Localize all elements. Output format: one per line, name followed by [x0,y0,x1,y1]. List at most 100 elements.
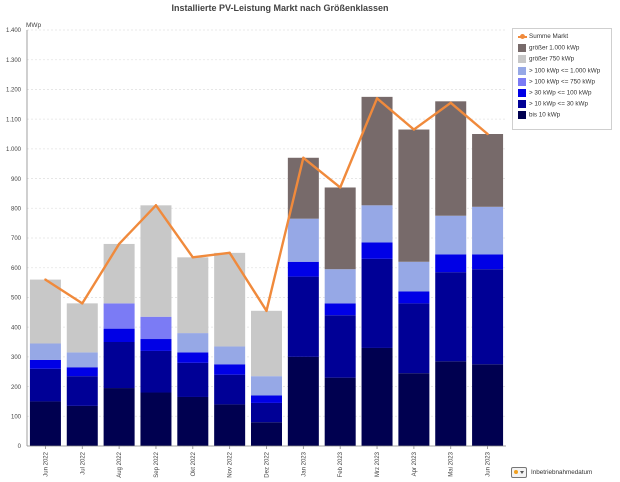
bar-segment[interactable] [140,392,172,446]
summe-markt-point[interactable] [338,186,342,189]
summe-markt-point[interactable] [191,256,195,259]
x-axis-selector-label: Inbetriebnahmedatum [531,469,593,476]
x-axis-selector[interactable]: Inbetriebnahmedatum [511,467,592,479]
bar-segment[interactable] [361,96,393,206]
bar-segment[interactable] [251,402,282,423]
bar-segment[interactable] [361,205,393,243]
bar-segment[interactable] [66,352,98,368]
x-tick-label: Jun 2023 [486,451,492,476]
bar-segment[interactable] [324,377,356,446]
summe-markt-point[interactable] [486,132,489,136]
summe-markt-point[interactable] [154,204,158,207]
legend-label: Summe Markt [529,33,569,40]
bar-segment[interactable] [398,373,430,446]
bar-segment[interactable] [398,303,430,374]
summe-markt-point[interactable] [81,302,84,305]
summe-markt-point[interactable] [449,101,452,105]
bar-segment[interactable] [324,303,356,316]
bar-segment[interactable] [214,374,246,405]
bar-segment[interactable] [398,291,430,304]
bar-segment[interactable] [66,376,98,406]
bar-segment[interactable] [66,405,98,446]
bar-segment[interactable] [29,359,61,369]
bar-segment[interactable] [287,356,319,446]
bar-segment[interactable] [435,101,467,216]
legend-label: > 100 kWp <= 1.000 kWp [529,67,601,75]
bar-segment[interactable] [287,218,319,262]
bar-segment[interactable] [66,367,98,377]
bar-segment[interactable] [29,279,61,344]
bar-segment[interactable] [103,243,135,304]
bar-segment[interactable] [177,333,209,353]
bar-segment[interactable] [140,205,172,317]
legend-item[interactable]: größer 750 kWp [518,55,574,64]
summe-markt-point[interactable] [302,156,305,159]
bar-segment[interactable] [29,343,61,360]
bar-segment[interactable] [177,257,209,334]
bar-segment[interactable] [214,252,246,347]
bar-segment[interactable] [398,129,430,262]
dropdown-chart-icon[interactable] [511,467,527,478]
bar-segment[interactable] [177,352,209,363]
bar-segment[interactable] [472,364,504,446]
bar-segment[interactable] [435,361,467,446]
legend-item[interactable]: bis 10 kWp [518,111,560,120]
legend-item[interactable]: > 10 kWp <= 30 kWp [518,100,588,109]
bar-segment[interactable] [103,388,135,446]
bar-segment[interactable] [214,404,246,446]
bar-segment[interactable] [324,187,356,270]
bar-segment[interactable] [214,346,246,365]
summe-markt-point[interactable] [44,278,47,281]
bar-segment[interactable] [251,310,282,377]
bar-segment[interactable] [398,261,430,292]
bar-segment[interactable] [140,339,172,351]
legend-swatch [518,77,526,86]
bar-segment[interactable] [472,206,504,255]
bar-segment[interactable] [140,316,172,340]
bar-segment[interactable] [435,215,467,255]
bar-segment[interactable] [287,261,319,277]
bar-segment[interactable] [287,157,319,219]
bar-segment[interactable] [251,395,282,403]
bar-segment[interactable] [472,134,504,207]
y-tick-label: 0 [18,444,22,450]
legend-item[interactable]: > 30 kWp <= 100 kWp [518,89,591,98]
bar-segment[interactable] [472,254,504,270]
bar-segment[interactable] [251,422,282,446]
bar-segment[interactable] [361,258,393,348]
legend-item[interactable]: Summe Markt [518,33,568,42]
legend-item[interactable]: größer 1.000 kWp [518,44,579,53]
bar-segment[interactable] [287,276,319,357]
bar-segment[interactable] [324,315,356,378]
bar-segment[interactable] [435,272,467,362]
bar-segment[interactable] [177,396,209,446]
summe-markt-point[interactable] [375,97,379,100]
summe-markt-point[interactable] [228,251,231,255]
bar-segment[interactable] [214,364,246,375]
summe-markt-point[interactable] [412,128,416,131]
legend-item[interactable]: > 100 kWp <= 1.000 kWp [518,66,601,76]
x-tick-label: Mrz 2023 [375,451,381,477]
bar-segment[interactable] [103,342,135,389]
y-tick-label: 600 [11,266,22,272]
bar-segment[interactable] [361,242,393,259]
bar-segment[interactable] [435,254,467,273]
bar-segment[interactable] [361,347,393,446]
bar-segment[interactable] [29,368,61,402]
bar-segment[interactable] [103,328,135,342]
bar-segment[interactable] [177,362,209,397]
bar-segment[interactable] [140,350,172,393]
bar-segment[interactable] [472,269,504,365]
y-tick-label: 300 [11,355,22,361]
legend-item[interactable]: > 100 kWp <= 750 kWp [518,77,595,87]
y-tick-label: 1.200 [6,88,22,94]
bar-segment[interactable] [66,303,98,353]
bar-segment[interactable] [251,376,282,396]
bar-segment[interactable] [324,269,356,304]
y-tick-label: 200 [11,385,22,391]
summe-markt-point[interactable] [117,242,121,246]
summe-markt-point[interactable] [265,309,268,312]
bar-segment[interactable] [103,303,135,329]
bar-segment[interactable] [29,401,61,446]
